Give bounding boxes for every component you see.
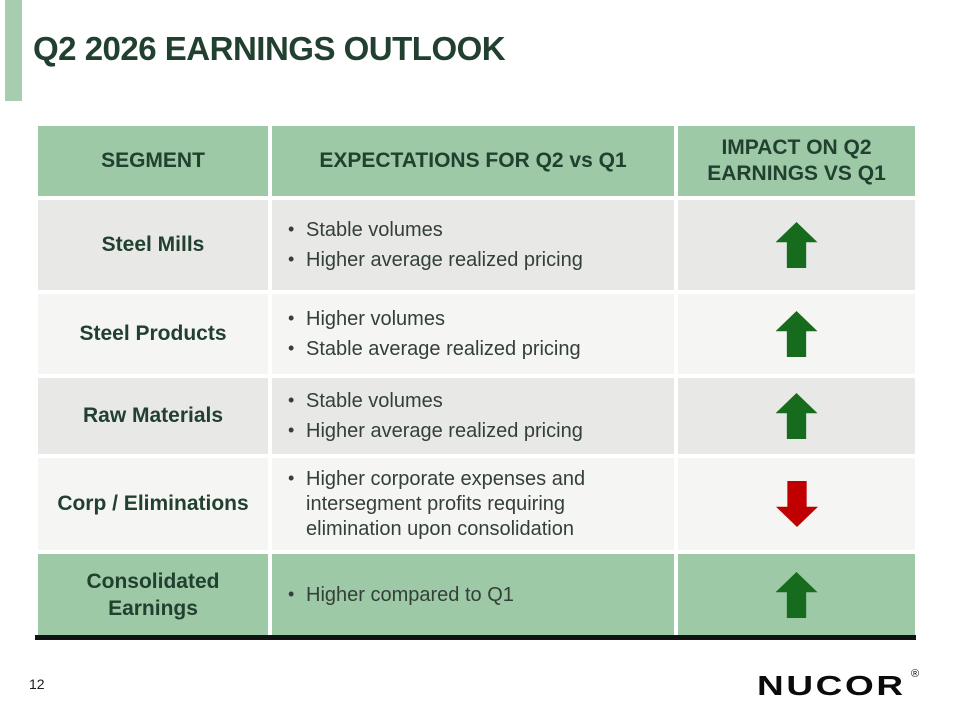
- page-number: 12: [29, 676, 45, 692]
- earnings-outlook-table: SEGMENT EXPECTATIONS FOR Q2 vs Q1 IMPACT…: [38, 126, 915, 636]
- arrow-up-icon: [775, 311, 818, 357]
- impact-cell: [678, 294, 915, 374]
- bullet-list: Higher compared to Q1: [280, 578, 664, 613]
- arrow-down-icon: [776, 481, 818, 527]
- bullet-list: Stable volumes Higher average realized p…: [280, 384, 664, 449]
- expectations-cell: Stable volumes Higher average realized p…: [272, 378, 674, 454]
- accent-bar: [5, 0, 22, 101]
- arrow-up-icon: [775, 572, 818, 618]
- header-cell-segment: SEGMENT: [38, 126, 268, 196]
- bullet-list: Stable volumes Higher average realized p…: [280, 213, 664, 278]
- bullet-item: Stable average realized pricing: [280, 337, 664, 362]
- bullet-item: Higher compared to Q1: [280, 583, 664, 608]
- bullet-list: Higher volumes Stable average realized p…: [280, 302, 664, 367]
- segment-cell: Consolidated Earnings: [38, 554, 268, 636]
- nucor-logo-text: NUCOR: [757, 670, 906, 701]
- impact-cell: [678, 200, 915, 290]
- expectations-cell: Stable volumes Higher average realized p…: [272, 200, 674, 290]
- registered-trademark-icon: ®: [911, 668, 920, 680]
- impact-cell: [678, 458, 915, 550]
- segment-cell: Corp / Eliminations: [38, 458, 268, 550]
- header-cell-impact: IMPACT ON Q2 EARNINGS VS Q1: [678, 126, 915, 196]
- table-bottom-rule: [35, 635, 916, 640]
- bullet-item: Higher corporate expenses and intersegme…: [280, 467, 664, 542]
- bullet-list: Higher corporate expenses and intersegme…: [280, 462, 664, 547]
- bullet-item: Higher volumes: [280, 307, 664, 332]
- segment-cell: Steel Mills: [38, 200, 268, 290]
- header-cell-expectations: EXPECTATIONS FOR Q2 vs Q1: [272, 126, 674, 196]
- bullet-item: Stable volumes: [280, 389, 664, 414]
- impact-cell: [678, 554, 915, 636]
- arrow-up-icon: [775, 393, 818, 439]
- segment-cell: Raw Materials: [38, 378, 268, 454]
- expectations-cell: Higher volumes Stable average realized p…: [272, 294, 674, 374]
- arrow-up-icon: [775, 222, 818, 268]
- nucor-logo: NUCOR ®: [757, 668, 919, 702]
- bullet-item: Stable volumes: [280, 218, 664, 243]
- page-title: Q2 2026 EARNINGS OUTLOOK: [33, 30, 506, 67]
- expectations-cell: Higher compared to Q1: [272, 554, 674, 636]
- segment-cell: Steel Products: [38, 294, 268, 374]
- impact-cell: [678, 378, 915, 454]
- expectations-cell: Higher corporate expenses and intersegme…: [272, 458, 674, 550]
- bullet-item: Higher average realized pricing: [280, 419, 664, 444]
- bullet-item: Higher average realized pricing: [280, 248, 664, 273]
